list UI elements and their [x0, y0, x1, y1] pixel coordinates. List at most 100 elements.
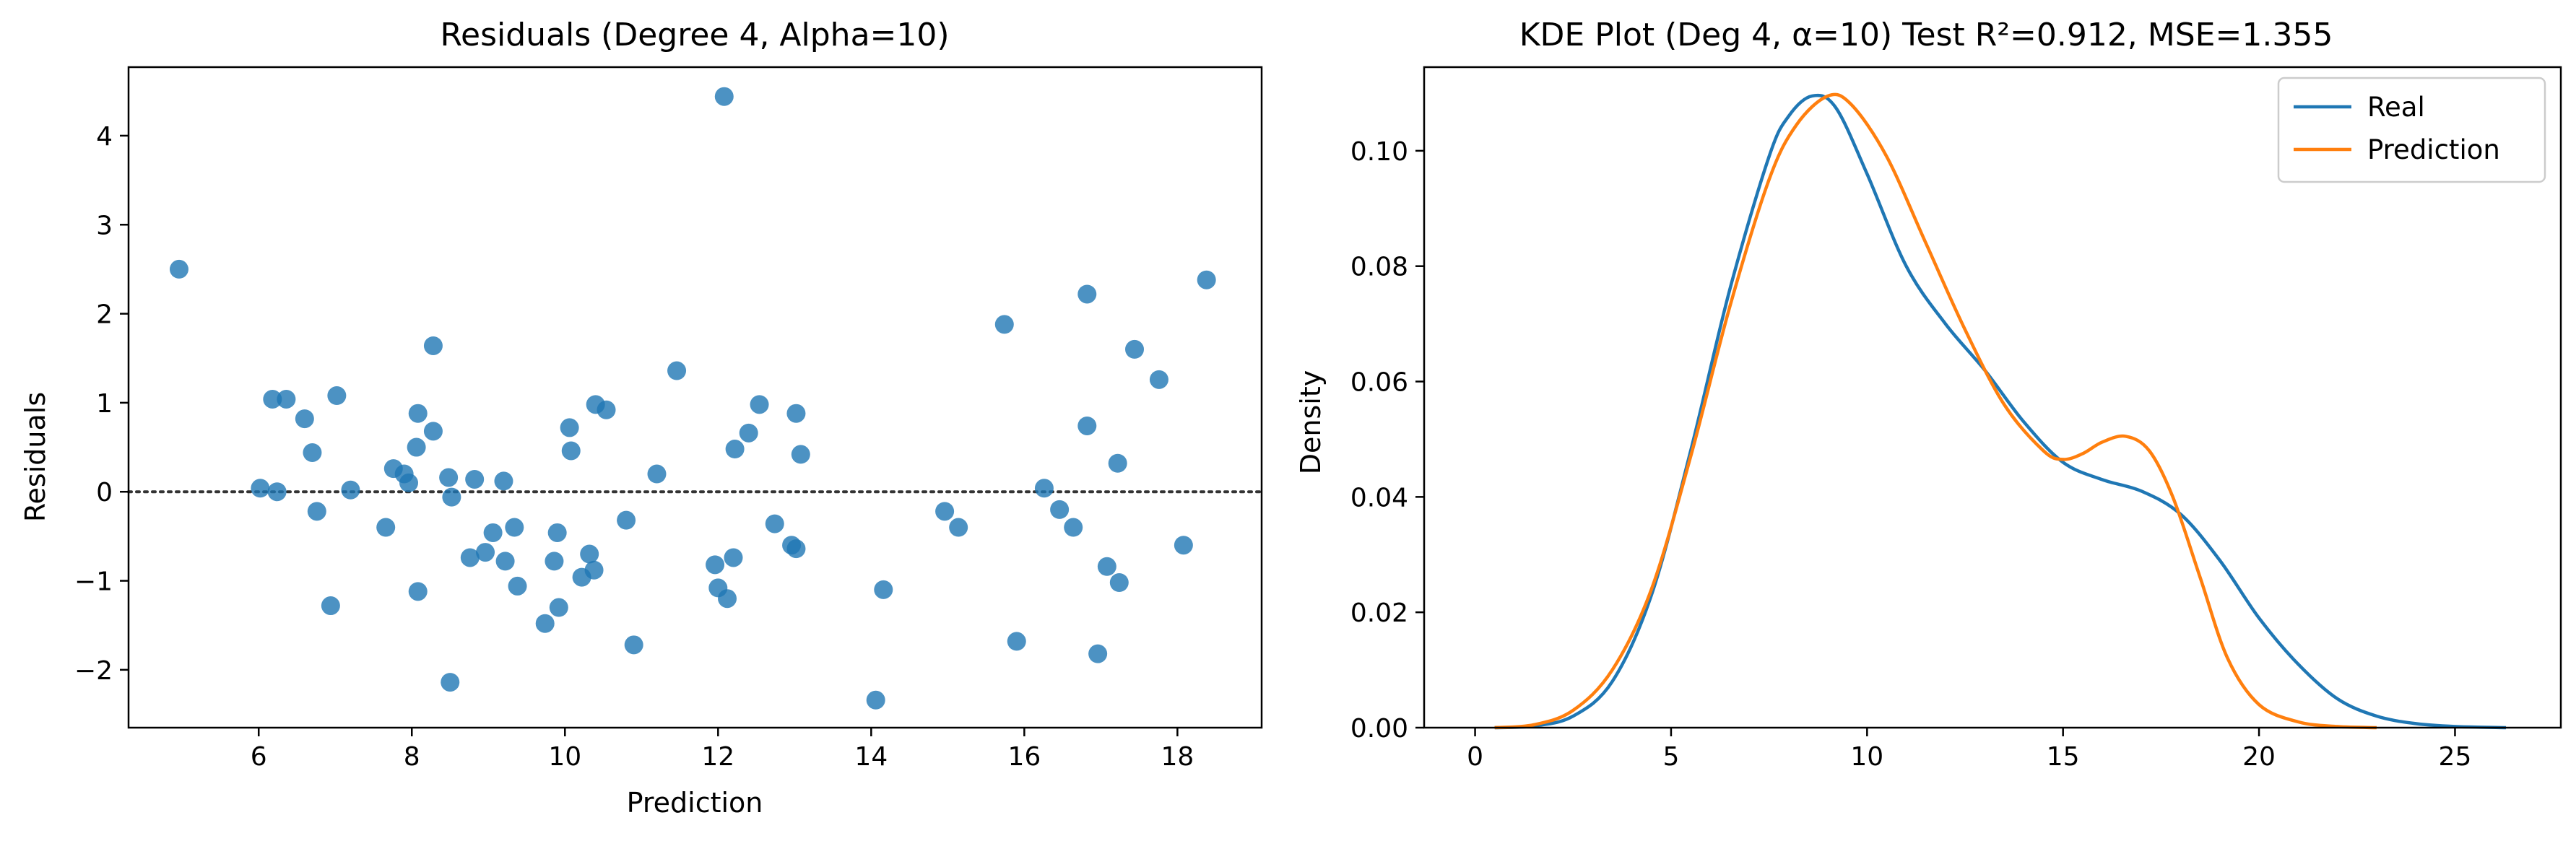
residual-point — [1108, 453, 1127, 473]
residual-point — [1050, 500, 1070, 519]
residual-point — [667, 361, 687, 380]
residuals-y-tick-label: 2 — [96, 300, 113, 330]
kde-x-tick-label: 10 — [1850, 742, 1883, 772]
residual-point — [442, 487, 461, 507]
residual-point — [994, 315, 1014, 334]
residual-point — [1125, 339, 1145, 359]
residual-point — [1109, 572, 1129, 592]
kde-y-axis-label: Density — [1295, 370, 1327, 474]
residual-point — [303, 443, 322, 462]
residual-point — [545, 552, 564, 571]
residual-point — [423, 336, 443, 355]
residual-point — [495, 552, 515, 571]
residual-point — [560, 418, 579, 437]
residual-point — [1077, 284, 1097, 304]
residual-point — [508, 576, 527, 596]
kde-y-tick-label: 0.06 — [1350, 368, 1408, 398]
kde-y-tick-label: 0.04 — [1350, 483, 1408, 513]
kde-y-tick-label: 0.10 — [1350, 137, 1408, 167]
kde-x-tick-label: 0 — [1467, 742, 1483, 772]
residuals-x-tick-label: 12 — [701, 742, 734, 772]
residuals-x-axis-label: Prediction — [627, 787, 763, 819]
residuals-x-tick-label: 10 — [548, 742, 581, 772]
residuals-marks — [127, 87, 1263, 710]
residual-point — [750, 395, 769, 414]
residuals-y-tick-label: 0 — [96, 478, 113, 507]
residual-point — [295, 409, 314, 429]
residual-point — [580, 544, 599, 564]
residual-point — [1064, 518, 1083, 537]
residual-point — [408, 404, 428, 423]
residuals-y-tick-label: 3 — [96, 211, 113, 240]
residual-point — [535, 614, 555, 633]
residual-point — [725, 440, 745, 459]
residual-point — [460, 548, 480, 567]
residual-point — [321, 596, 340, 616]
residual-point — [739, 423, 758, 443]
residual-point — [1088, 644, 1108, 663]
residual-point — [251, 479, 270, 498]
residuals-x-tick-label: 14 — [854, 742, 888, 772]
residual-point — [494, 471, 513, 491]
residual-point — [706, 555, 725, 575]
residuals-title: Residuals (Degree 4, Alpha=10) — [440, 17, 949, 53]
kde-y-tick-label: 0.00 — [1350, 714, 1408, 744]
residual-point — [935, 502, 955, 521]
residuals-x-tick-label: 8 — [404, 742, 420, 772]
residual-point — [376, 518, 396, 537]
residuals-y-tick-label: 1 — [96, 389, 113, 419]
residual-point — [1149, 370, 1168, 389]
residual-point — [407, 437, 426, 457]
legend-label-prediction: Prediction — [2367, 134, 2500, 165]
residual-point — [505, 518, 524, 537]
residual-point — [949, 518, 968, 537]
residual-point — [476, 543, 495, 562]
residual-point — [1034, 479, 1054, 498]
residual-point — [597, 400, 616, 419]
residual-point — [169, 259, 188, 279]
residuals-y-tick-label: 4 — [96, 122, 113, 152]
residual-point — [408, 582, 428, 601]
residuals-panel: Residuals (Degree 4, Alpha=10) 6 8 10 12 14 1… — [19, 17, 1263, 819]
residual-point — [277, 389, 296, 409]
residual-point — [341, 480, 360, 500]
residual-point — [617, 510, 636, 530]
kde-ticks: 0 5 10 15 20 25 0.00 0.02 0.04 0.06 0.08 0.10 — [1350, 137, 2472, 772]
residuals-x-tick-label: 18 — [1161, 742, 1194, 772]
legend-box — [2277, 77, 2546, 183]
residual-point — [439, 468, 459, 487]
residual-point — [1007, 632, 1026, 651]
residual-point — [647, 464, 667, 484]
residual-point — [465, 469, 485, 489]
residual-point — [624, 635, 643, 655]
residual-point — [441, 673, 460, 692]
residual-point — [791, 445, 810, 464]
residual-point — [718, 589, 737, 609]
residuals-x-tick-label: 6 — [251, 742, 267, 772]
kde-x-tick-label: 15 — [2047, 742, 2080, 772]
residual-point — [724, 548, 743, 567]
residual-point — [786, 404, 806, 423]
kde-panel: KDE Plot (Deg 4, α=10) Test R²=0.912, MS… — [1295, 17, 2562, 772]
kde-marks — [1494, 92, 2507, 730]
kde-y-tick-label: 0.08 — [1350, 253, 1408, 282]
residual-point — [786, 539, 806, 559]
residual-point — [1097, 557, 1116, 576]
residuals-y-tick-label: −1 — [74, 567, 113, 597]
kde-line-prediction — [1494, 92, 2377, 730]
residual-point — [327, 386, 347, 406]
kde-title: KDE Plot (Deg 4, α=10) Test R²=0.912, MS… — [1519, 17, 2333, 53]
residual-point — [423, 422, 443, 441]
legend-label-real: Real — [2367, 92, 2425, 123]
residual-point — [399, 473, 419, 492]
residual-point — [267, 482, 287, 502]
residual-point — [714, 87, 734, 106]
kde-x-tick-label: 5 — [1662, 742, 1679, 772]
residual-point — [561, 441, 581, 461]
kde-y-tick-label: 0.02 — [1350, 598, 1408, 628]
residual-point — [1077, 416, 1097, 435]
residual-point — [307, 502, 326, 521]
kde-axes-frame — [1423, 66, 2562, 729]
